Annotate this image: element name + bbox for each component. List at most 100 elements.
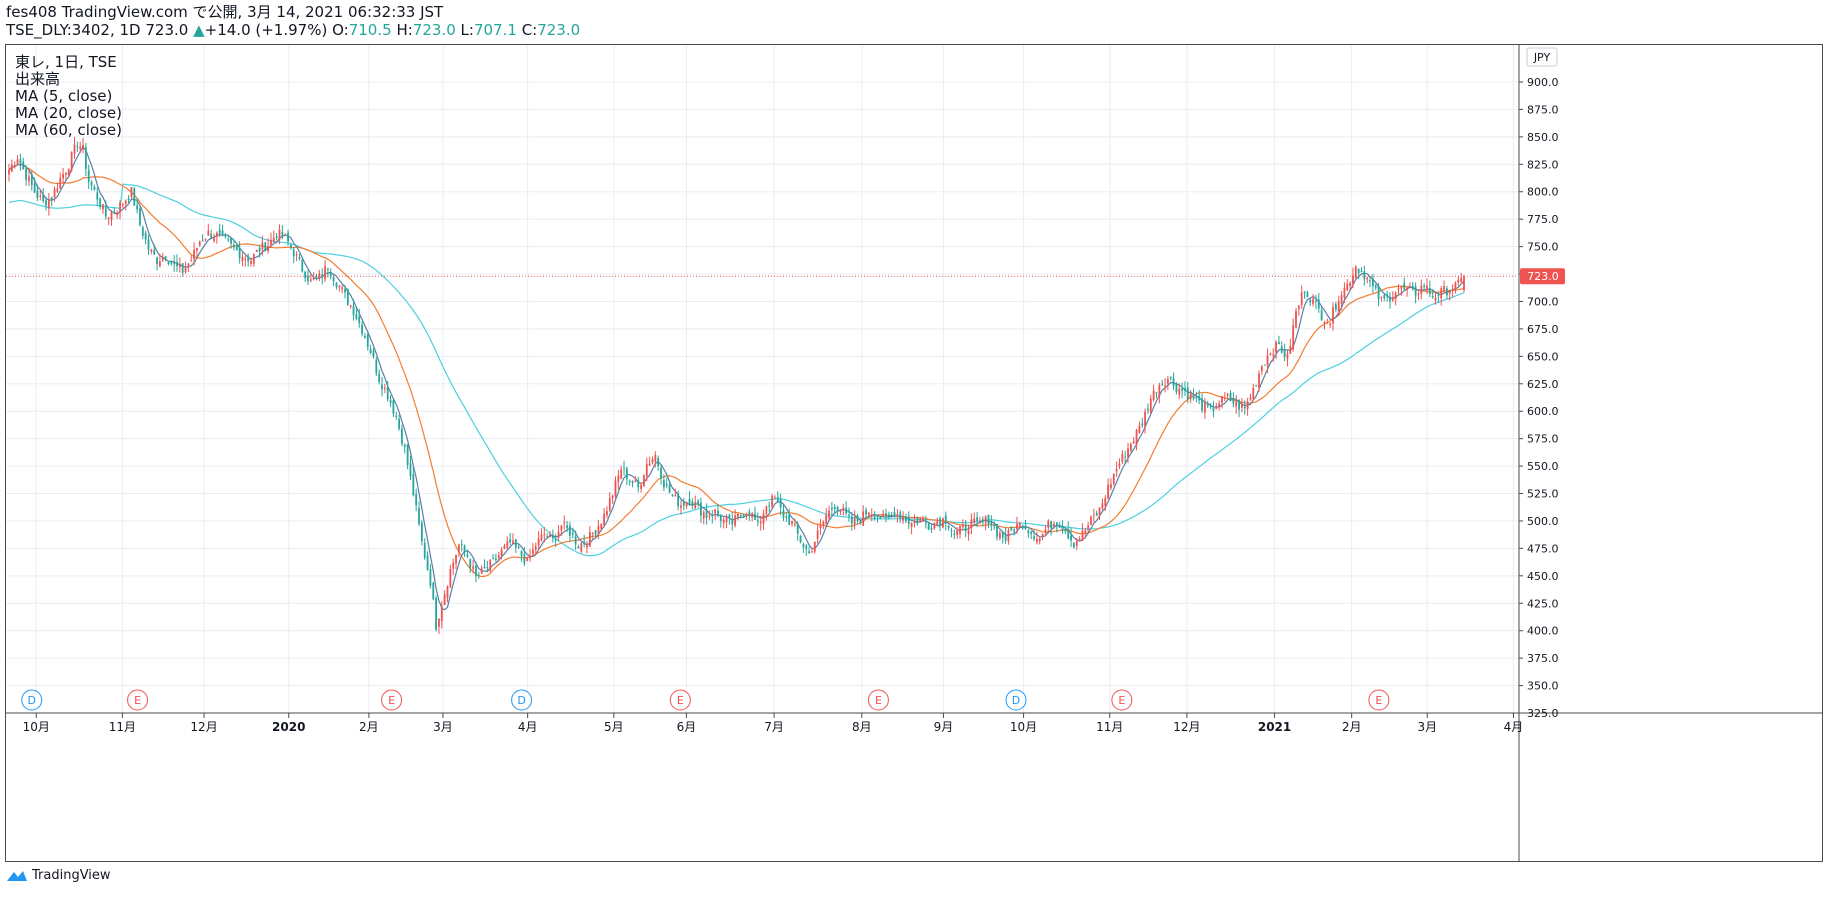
candle-body bbox=[1317, 299, 1320, 309]
price-tick-label: 400.0 bbox=[1527, 625, 1559, 638]
dividend-marker[interactable] bbox=[21, 689, 43, 711]
candle-body bbox=[412, 474, 415, 496]
candle-body bbox=[1448, 290, 1451, 294]
earnings-marker[interactable] bbox=[381, 689, 403, 711]
candle-body bbox=[566, 525, 568, 528]
candle-body bbox=[102, 204, 104, 210]
candle-body bbox=[62, 173, 64, 179]
time-tick-label: 3月 bbox=[433, 720, 453, 734]
candle-body bbox=[1118, 463, 1121, 467]
dividend-marker[interactable] bbox=[1005, 689, 1027, 711]
candle-body bbox=[25, 168, 27, 180]
low-label: L: bbox=[460, 21, 474, 39]
currency-label[interactable]: JPY bbox=[1533, 51, 1551, 64]
candle-body bbox=[643, 475, 645, 487]
candle-body bbox=[546, 536, 549, 538]
candle-body bbox=[1053, 524, 1055, 526]
candle-body bbox=[580, 543, 583, 552]
candle-body bbox=[1343, 287, 1346, 298]
candle-body bbox=[298, 256, 301, 259]
event-marker-label[interactable]: E bbox=[1118, 694, 1125, 707]
candle-body bbox=[409, 463, 412, 477]
candle-body bbox=[438, 618, 440, 627]
candle-body bbox=[272, 237, 275, 243]
candle-body bbox=[42, 194, 45, 201]
candle-body bbox=[1021, 525, 1024, 529]
earnings-marker[interactable] bbox=[1111, 689, 1133, 711]
earnings-marker[interactable] bbox=[669, 689, 691, 711]
event-marker-label[interactable]: D bbox=[1012, 694, 1020, 707]
candle-body bbox=[500, 549, 503, 556]
candle-body bbox=[947, 525, 950, 529]
candle-body bbox=[386, 386, 389, 400]
candle-body bbox=[939, 518, 941, 526]
candle-body bbox=[469, 559, 472, 568]
candle-body bbox=[600, 523, 603, 529]
candle-body bbox=[1223, 397, 1226, 399]
candle-body bbox=[107, 217, 110, 219]
event-marker-label[interactable]: E bbox=[875, 694, 882, 707]
candle-body bbox=[1226, 394, 1229, 396]
candle-body bbox=[907, 517, 910, 524]
tradingview-logo[interactable]: TradingView bbox=[6, 868, 111, 883]
candle-body bbox=[389, 399, 392, 404]
candle-body bbox=[1138, 425, 1141, 433]
candle-body bbox=[497, 555, 500, 558]
candle-body bbox=[349, 305, 352, 307]
candle-body bbox=[964, 524, 967, 532]
event-marker-label[interactable]: D bbox=[517, 694, 525, 707]
legend-volume[interactable]: 出来高 bbox=[15, 70, 61, 88]
earnings-marker[interactable] bbox=[127, 689, 149, 711]
candle-body bbox=[1286, 353, 1289, 359]
time-tick-label: 11月 bbox=[1096, 720, 1123, 734]
candle-body bbox=[324, 266, 326, 280]
time-tick-label: 10月 bbox=[1010, 720, 1037, 734]
legend-ma20[interactable]: MA (20, close) bbox=[15, 104, 122, 122]
dividend-marker[interactable] bbox=[511, 689, 533, 711]
chart-svg[interactable]: 900.0875.0850.0825.0800.0775.0750.0725.0… bbox=[6, 45, 1822, 861]
candle-body bbox=[361, 324, 363, 334]
event-marker-label[interactable]: E bbox=[1375, 694, 1382, 707]
candle-body bbox=[432, 582, 435, 600]
candle-body bbox=[885, 513, 887, 518]
candle-body bbox=[1428, 287, 1431, 295]
close-label: C: bbox=[521, 21, 538, 39]
event-marker-label[interactable]: D bbox=[27, 694, 35, 707]
candle-body bbox=[662, 480, 665, 488]
candle-body bbox=[631, 480, 634, 484]
candle-body bbox=[1001, 532, 1004, 538]
earnings-marker[interactable] bbox=[1368, 689, 1390, 711]
candle-body bbox=[953, 533, 956, 535]
event-marker-label[interactable]: E bbox=[677, 694, 684, 707]
candle-body bbox=[1198, 395, 1201, 401]
currency-box[interactable] bbox=[1526, 47, 1558, 67]
candle-body bbox=[104, 207, 107, 217]
price-tick-label: 875.0 bbox=[1527, 103, 1559, 116]
candle-body bbox=[645, 464, 648, 477]
time-tick-label: 2月 bbox=[1342, 720, 1362, 734]
legend-ma60[interactable]: MA (60, close) bbox=[15, 121, 122, 139]
candle-body bbox=[247, 256, 250, 262]
candle-body bbox=[1107, 484, 1109, 499]
candle-body bbox=[591, 533, 594, 535]
candle-body bbox=[816, 530, 819, 539]
candle-body bbox=[167, 261, 170, 265]
candle-body bbox=[1394, 292, 1397, 300]
candle-body bbox=[449, 569, 452, 588]
candle-body bbox=[1181, 388, 1184, 391]
price-tick-label: 750.0 bbox=[1527, 241, 1559, 254]
earnings-marker[interactable] bbox=[867, 689, 889, 711]
candle-body bbox=[563, 522, 566, 524]
legend-ma5[interactable]: MA (5, close) bbox=[15, 87, 113, 105]
candle-body bbox=[1172, 378, 1175, 387]
candle-body bbox=[378, 373, 381, 382]
chart-area[interactable]: 900.0875.0850.0825.0800.0775.0750.0725.0… bbox=[5, 44, 1823, 862]
event-marker-label[interactable]: E bbox=[388, 694, 395, 707]
candle-body bbox=[700, 502, 702, 516]
time-tick-label: 4月 bbox=[1504, 720, 1524, 734]
candle-body bbox=[144, 232, 147, 240]
candle-body bbox=[705, 509, 708, 518]
time-tick-label: 3月 bbox=[1417, 720, 1437, 734]
legend-title[interactable]: 東レ, 1日, TSE bbox=[15, 53, 117, 71]
event-marker-label[interactable]: E bbox=[134, 694, 141, 707]
